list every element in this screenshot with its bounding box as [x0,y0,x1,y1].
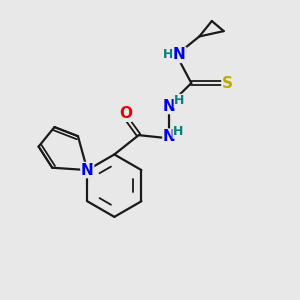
Text: O: O [119,106,132,121]
Text: H: H [163,48,174,62]
Text: S: S [222,76,233,91]
Text: N: N [163,129,176,144]
Text: H: H [174,94,184,107]
Text: N: N [163,98,176,113]
Text: N: N [81,163,94,178]
Text: H: H [173,125,183,138]
Text: N: N [173,47,186,62]
